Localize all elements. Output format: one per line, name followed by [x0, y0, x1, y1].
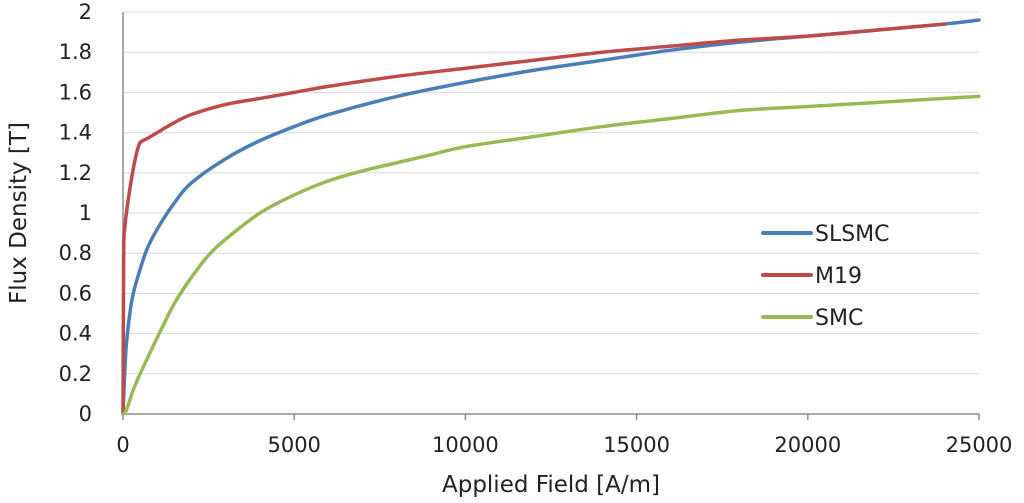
x-tick-label: 20000 — [774, 433, 841, 457]
y-tick-label: 1.8 — [59, 40, 92, 64]
legend-label-slsmc: SLSMC — [815, 222, 890, 247]
legend: SLSMC M19 SMC — [761, 222, 890, 331]
x-tick-label: 10000 — [432, 433, 499, 457]
axes: 0 0.2 0.4 0.6 0.8 1 1.2 1.4 1.6 1.8 2 0 5000 10000 150… — [59, 0, 1013, 457]
y-tick-label: 0.6 — [59, 281, 92, 305]
x-tick-label: 15000 — [603, 433, 670, 457]
y-tick-label: 1.4 — [59, 121, 92, 145]
y-tick-label: 2 — [79, 0, 92, 24]
gridlines — [123, 11, 979, 375]
series-line-m19 — [121, 22, 947, 416]
x-tick-label: 25000 — [946, 433, 1013, 457]
x-tick-label: 5000 — [267, 433, 320, 457]
y-tick-label: 0.8 — [59, 241, 92, 265]
y-tick-label: 0.2 — [59, 362, 92, 386]
y-tick-label: 1 — [79, 201, 92, 225]
y-tick-label: 1.6 — [59, 80, 92, 104]
y-tick-label: 0.4 — [59, 322, 92, 346]
y-tick-label: 0 — [79, 402, 92, 426]
series-line-smc — [121, 94, 981, 416]
legend-label-m19: M19 — [815, 264, 862, 289]
x-tick-label: 0 — [116, 433, 129, 457]
legend-label-smc: SMC — [815, 306, 863, 331]
y-tick-label: 1.2 — [59, 161, 92, 185]
x-axis-title: Applied Field [A/m] — [442, 472, 660, 498]
plot-area — [121, 18, 981, 416]
y-axis-title: Flux Density [T] — [6, 122, 32, 304]
